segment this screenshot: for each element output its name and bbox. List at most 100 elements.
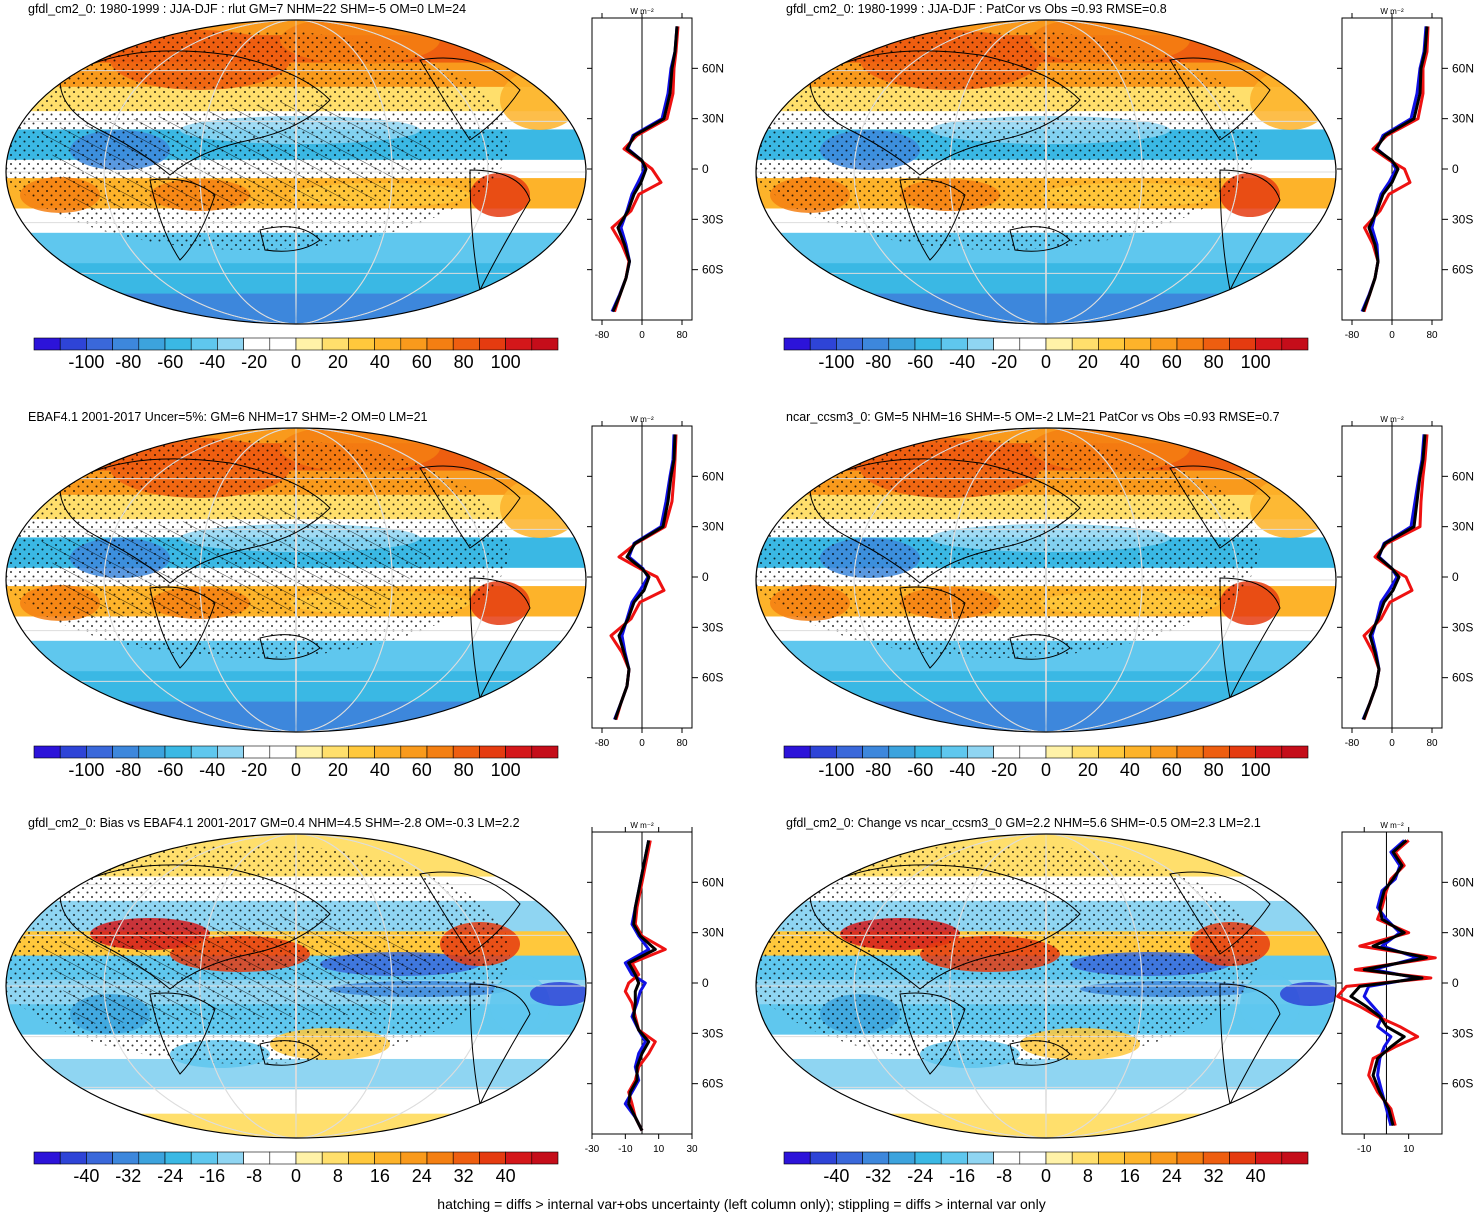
colorbar-box [505,337,533,351]
colorbar-tick-label: -80 [115,352,142,372]
colorbar-box [112,337,140,351]
colorbar-box [1150,337,1178,351]
profile-x-tick-label: 0 [1389,738,1395,749]
colorbar-box [993,1151,1021,1165]
colorbar-box [452,745,480,759]
colorbar-box [164,745,192,759]
colorbar-labels: -100 -80 -60 -40 -20 0 20 40 60 80 100 [0,352,733,376]
colorbar-tick-label: -32 [115,1166,142,1186]
profile-x-tick-label: 80 [676,330,688,341]
colorbar [33,337,559,351]
colorbar-box [86,1151,113,1165]
colorbar-box [531,337,559,351]
colorbar-box [33,745,61,759]
colorbar-box [1045,337,1073,351]
colorbar-tick-label: -80 [115,760,142,780]
colorbar-box [940,337,968,351]
colorbar-tick-label: 0 [290,760,302,780]
latitude-tick-label: 0 [1452,976,1459,990]
latitude-tick-label: 0 [702,162,709,176]
latitude-tick-label: 30N [1452,112,1474,126]
colorbar-box [1019,745,1047,759]
panel-graphics: 60N 30N 0 30S 60S -10 10 W m⁻² [755,821,1474,1165]
colorbar-box [217,337,244,351]
colorbar-box [1202,337,1230,351]
colorbar-box [164,337,192,351]
colorbar-tick-label: -100 [818,760,855,780]
colorbar-box [967,745,994,759]
colorbar-tick-label: 32 [453,1166,474,1186]
latitude-tick-label: 30N [702,926,724,940]
colorbar-box [993,745,1021,759]
colorbar-tick-label: 0 [1040,760,1052,780]
profile-x-tick-label: -10 [1357,1144,1372,1155]
panel-5: gfdl_cm2_0: Bias vs EBAF4.1 2001-2017 GM… [0,814,733,1194]
colorbar-tick-label: 0 [290,352,302,372]
colorbar-tick-label: 8 [332,1166,343,1186]
profile-x-tick-label: 0 [639,738,645,749]
colorbar-tick-label: -20 [991,760,1018,780]
panel-title: gfdl_cm2_0: 1980-1999 : JJA-DJF : rlut G… [28,2,467,16]
colorbar-box [914,745,942,759]
colorbar-box [112,1151,140,1165]
colorbar-box [783,1151,811,1165]
panel-title: gfdl_cm2_0: Bias vs EBAF4.1 2001-2017 GM… [28,816,520,830]
colorbar-tick-label: -24 [907,1166,934,1186]
colorbar-box [243,1151,271,1165]
colorbar-box [1045,1151,1073,1165]
profile-x-tick-label: 80 [1426,738,1438,749]
colorbar-tick-label: 32 [1203,1166,1224,1186]
colorbar-tick-label: 100 [490,352,521,372]
colorbar-box [452,1151,480,1165]
colorbar-box [321,745,349,759]
colorbar-box [269,745,297,759]
colorbar-tick-label: -40 [199,352,226,372]
colorbar-box [400,337,428,351]
colorbar-box [783,745,811,759]
panel-graphics: 60N 30N 0 30S 60S -80 0 80 W m⁻² [755,415,1474,759]
colorbar-box [243,337,271,351]
profile-x-tick-label: -80 [1345,738,1360,749]
latitude-tick-label: 60S [1452,1077,1473,1091]
units-label: W m⁻² [1380,415,1404,424]
panel-6: gfdl_cm2_0: Change vs ncar_ccsm3_0 GM=2.… [750,814,1483,1194]
zonal-mean-profile: 60N 30N 0 30S 60S -30 -10 10 30 W m⁻² [585,821,724,1155]
colorbar-box [348,337,375,351]
zonal-mean-profile: 60N 30N 0 30S 60S -80 0 80 W m⁻² [587,415,724,749]
colorbar-box [862,745,890,759]
panel-title: gfdl_cm2_0: Change vs ncar_ccsm3_0 GM=2.… [786,816,1261,830]
colorbar-box [940,1151,968,1165]
colorbar-tick-label: 80 [453,352,474,372]
profile-x-tick-label: 0 [1389,330,1395,341]
colorbar-tick-label: 20 [1077,352,1098,372]
colorbar-tick-label: -100 [818,352,855,372]
colorbar-box [993,337,1021,351]
zonal-mean-profile: 60N 30N 0 30S 60S -80 0 80 W m⁻² [1337,415,1474,749]
zonal-mean-profile: 60N 30N 0 30S 60S -10 10 W m⁻² [1336,821,1474,1155]
units-label: W m⁻² [630,7,654,16]
colorbar-tick-label: 100 [490,760,521,780]
latitude-tick-label: 30N [702,112,724,126]
colorbar-tick-label: -20 [991,352,1018,372]
colorbar-box [348,745,375,759]
colorbar-tick-label: -40 [199,760,226,780]
colorbar-tick-label: -8 [996,1166,1013,1186]
profile-line-black [1361,26,1429,313]
colorbar-box [1071,337,1099,351]
profile-x-tick-label: -30 [585,1144,600,1155]
colorbar-box [1229,1151,1256,1165]
colorbar-labels: -100 -80 -60 -40 -20 0 20 40 60 80 100 [0,760,733,784]
units-label: W m⁻² [630,821,654,830]
colorbar-box [967,337,994,351]
profile-x-tick-label: -80 [595,330,610,341]
colorbar-box [190,337,218,351]
colorbar-box [190,1151,218,1165]
colorbar-tick-label: 100 [1240,760,1271,780]
colorbar [783,745,1309,759]
colorbar-box [1150,1151,1178,1165]
colorbar-tick-label: 60 [411,760,432,780]
colorbar-tick-label: 80 [453,760,474,780]
colorbar-tick-label: -80 [865,760,892,780]
colorbar-box [269,337,297,351]
colorbar-tick-label: 20 [327,760,348,780]
